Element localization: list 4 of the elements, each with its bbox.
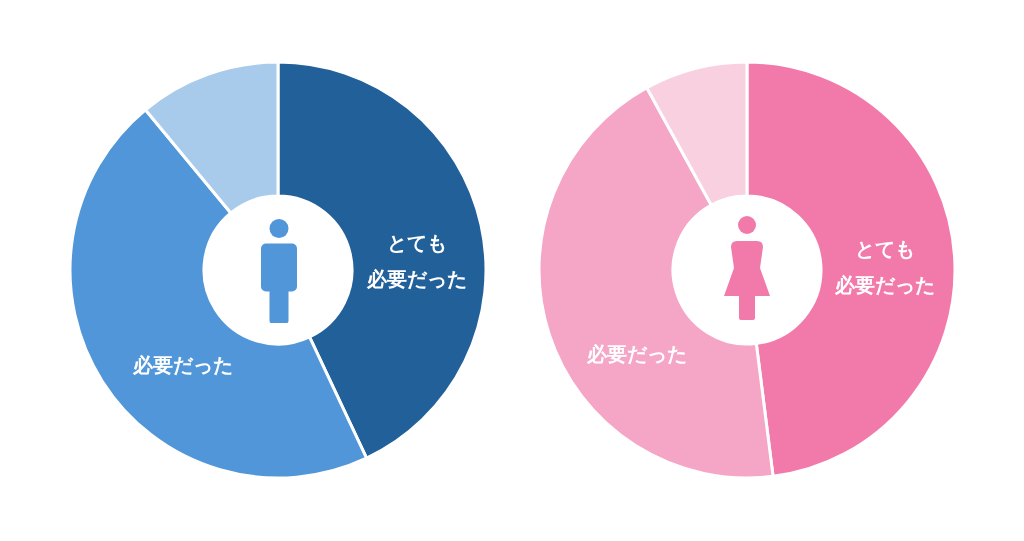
slice-label: とても必要だった <box>365 230 467 291</box>
slice-label: 必要だった <box>132 353 234 378</box>
slice-label: 必要だった <box>586 342 688 367</box>
slice-label: とても必要だった <box>833 236 935 297</box>
